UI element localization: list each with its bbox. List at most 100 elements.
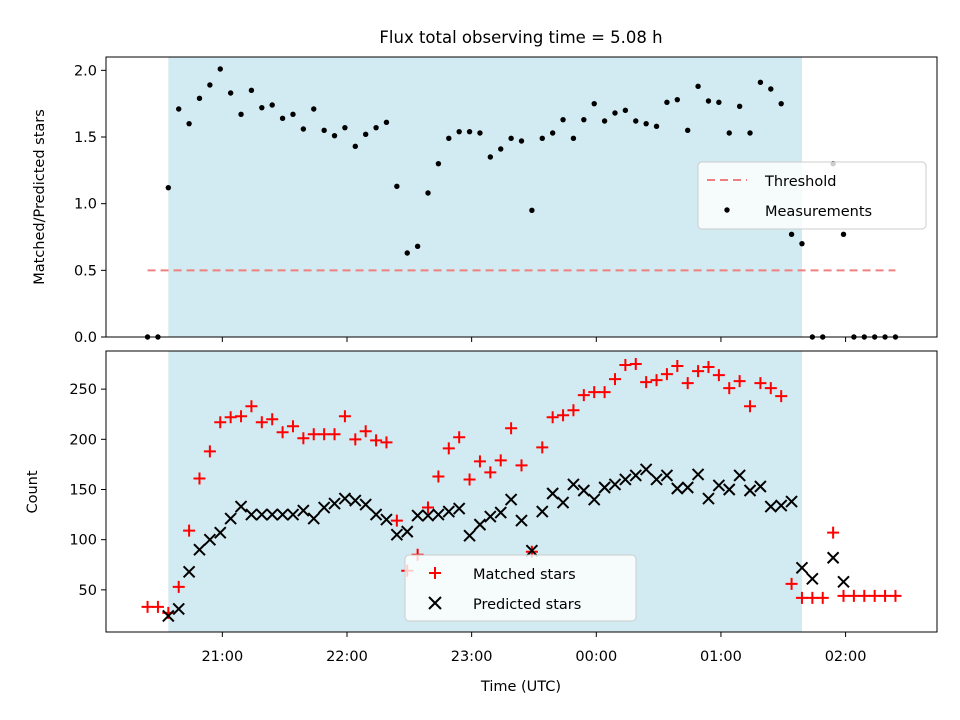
measurement-point (612, 110, 618, 116)
bottom-panel: 50 100 150 200 250 21:00 22:00 23:00 00:00 01:00… (25, 350, 938, 695)
measurement-point (321, 127, 327, 134)
predicted-star-point (307, 512, 320, 525)
measurement-point (238, 111, 244, 118)
x-tick-label: 23:00 (451, 649, 493, 665)
matched-star-point (567, 404, 580, 417)
predicted-star-point (411, 509, 424, 522)
measurement-point (279, 115, 286, 122)
measurement-point (352, 143, 358, 150)
matched-star-point (723, 382, 736, 395)
bottom-plot-frame (105, 350, 938, 633)
measurement-point (622, 107, 629, 114)
predicted-star-point (473, 518, 487, 531)
predicted-star-point (494, 506, 507, 519)
top-y-tick-label: 1.0 (74, 197, 97, 213)
matched-star-point (858, 589, 871, 602)
matched-star-point (494, 454, 507, 467)
top-legend-box (697, 161, 927, 230)
predicted-star-point (484, 510, 497, 523)
measurement-point (768, 86, 774, 92)
measurement-point (290, 111, 296, 118)
matched-star-point (370, 434, 383, 447)
measurement-point (560, 116, 566, 123)
measurement-point (342, 124, 348, 131)
predicted-star-point (317, 501, 331, 514)
predicted-star-point (442, 505, 455, 518)
measurement-point (757, 79, 764, 86)
matched-star-point (764, 382, 777, 395)
measurement-point (487, 154, 494, 160)
x-tick-label: 02:00 (825, 649, 867, 665)
matched-star-point (785, 577, 798, 590)
measurement-point (259, 104, 265, 111)
matched-star-point (712, 369, 725, 382)
predicted-star-point (567, 478, 580, 491)
matched-star-point (775, 390, 788, 403)
predicted-star-point (556, 496, 570, 509)
predicted-star-point (546, 487, 559, 500)
predicted-star-point (338, 492, 352, 505)
predicted-star-point (452, 502, 466, 515)
measurement-point (466, 128, 473, 135)
predicted-star-point (421, 509, 435, 522)
measurement-point (362, 131, 369, 138)
measurement-point (643, 120, 649, 127)
matched-star-point (608, 373, 621, 386)
measurement-point (591, 100, 597, 107)
matched-star-point (463, 473, 476, 486)
measurement-point (653, 123, 660, 130)
matched-star-point (422, 501, 435, 514)
measurement-point (508, 135, 514, 142)
matched-star-point (183, 524, 196, 537)
measurement-point (685, 127, 691, 134)
predicted-star-point (525, 544, 539, 557)
matched-star-point (795, 591, 808, 604)
top-legend: Threshold Measurements (697, 161, 927, 230)
measurement-point (176, 106, 182, 112)
matched-star-point (203, 445, 216, 458)
bottom-y-tick-label: 150 (69, 482, 97, 498)
x-tick-label: 21:00 (201, 649, 243, 665)
predicted-star-point (733, 469, 746, 482)
predicted-star-point (681, 481, 694, 494)
matched-star-point (359, 425, 372, 438)
predicted-star-point (390, 528, 404, 541)
predicted-star-point (785, 495, 798, 508)
matched-star-point (266, 413, 279, 426)
measurement-point (300, 126, 307, 132)
top-panel: 0.00.51.01.52.0 Matched/Predicted stars … (32, 56, 938, 346)
predicted-star-point (504, 493, 518, 506)
matched-star-point (847, 589, 860, 602)
measurement-points (144, 66, 899, 340)
legend-predicted-label: Predicted stars (473, 597, 581, 613)
measurement-point (705, 98, 712, 104)
predicted-star-point (276, 508, 289, 521)
matched-star-point (660, 368, 673, 381)
matched-star-point (484, 466, 497, 479)
measurement-point (425, 190, 431, 196)
predicted-star-point (463, 529, 476, 542)
matched-star-point (318, 428, 331, 441)
predicted-star-point (245, 508, 258, 521)
predicted-star-point (598, 481, 611, 494)
matched-star-point (328, 428, 341, 441)
predicted-star-point (639, 463, 653, 476)
chart-title: Flux total observing time = 5.08 h (379, 28, 662, 47)
matched-star-point (151, 600, 164, 613)
matched-star-point (816, 591, 829, 604)
predicted-star-point (380, 513, 393, 526)
measurement-point (217, 66, 223, 72)
legend-measurement-swatch (724, 207, 730, 213)
measurement-point (716, 99, 722, 106)
measurement-point (446, 135, 452, 142)
matched-star-point (588, 386, 601, 399)
legend-matched-label: Matched stars (473, 567, 576, 583)
matched-star-point (827, 526, 840, 539)
legend-predicted-swatch (428, 596, 442, 610)
measurement-point (601, 118, 608, 124)
bottom-x-ticks: 21:00 22:00 23:00 00:00 01:00 02:00 (201, 632, 866, 665)
predicted-star-point (265, 508, 279, 521)
predicted-star-point (234, 500, 248, 513)
measurement-point (394, 183, 400, 190)
